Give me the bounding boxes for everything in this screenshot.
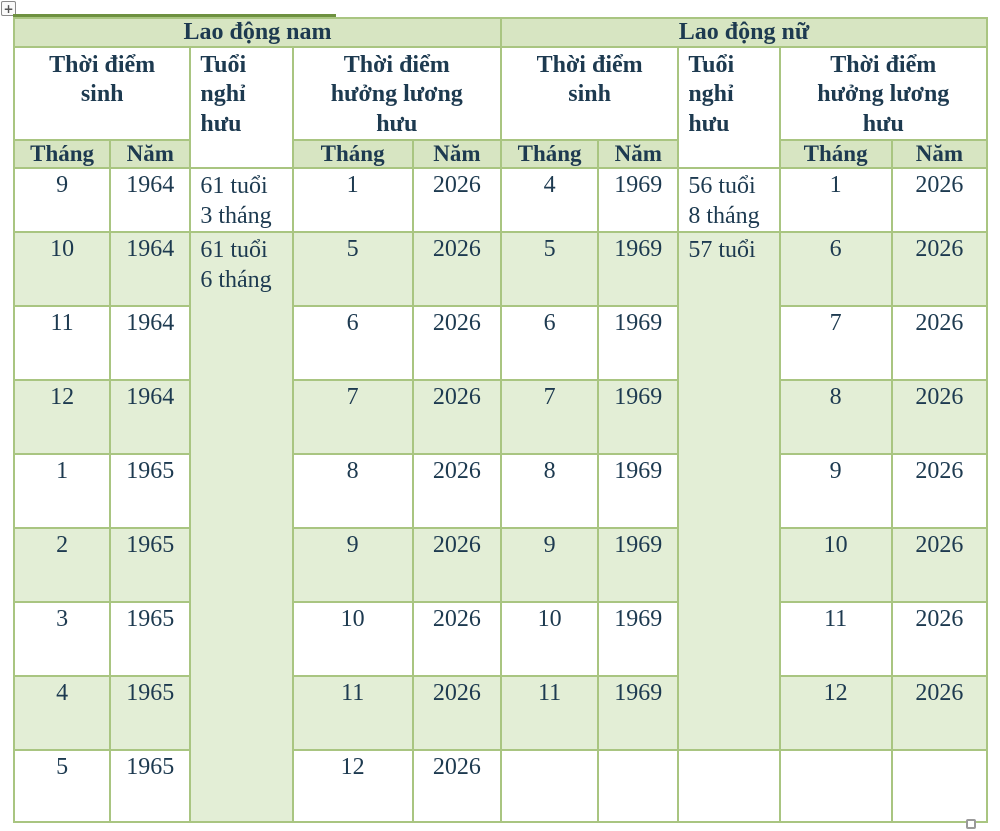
- pension-month-cell: 1: [291, 166, 414, 233]
- pension-month-cell: 6: [291, 304, 414, 381]
- retirement-age-cell: 61 tuổi 3 tháng: [189, 166, 294, 233]
- birth-year-cell: 1964: [109, 230, 192, 307]
- birth-year-cell: 1969: [597, 452, 680, 529]
- pension-year-cell: 2026: [890, 304, 989, 381]
- birth-month-cell: 12: [12, 378, 112, 455]
- pension-year-cell: 2026: [411, 304, 502, 381]
- birth-month-cell: 5: [499, 230, 600, 307]
- birth-month-cell: 9: [12, 166, 112, 233]
- birth-month-cell: 4: [499, 166, 600, 233]
- birth-month-cell: 6: [499, 304, 600, 381]
- birth-year-cell: 1965: [109, 748, 192, 823]
- header-birth-female: Thời điểm sinh: [499, 46, 680, 141]
- table-top-accent-bar: [13, 14, 336, 19]
- table-resize-handle[interactable]: [966, 819, 976, 829]
- birth-month-cell: 11: [499, 674, 600, 751]
- birth-month-cell: 10: [12, 230, 112, 307]
- pension-year-cell: 2026: [411, 600, 502, 677]
- pension-month-cell: 11: [291, 674, 414, 751]
- pension-month-cell: 11: [778, 600, 893, 677]
- table-move-handle-icon[interactable]: +: [1, 1, 16, 16]
- pension-year-cell: 2026: [890, 166, 989, 233]
- pension-month-cell: [778, 748, 893, 823]
- birth-year-cell: 1965: [109, 452, 192, 529]
- pension-year-cell: 2026: [411, 526, 502, 603]
- pension-year-cell: 2026: [411, 748, 502, 823]
- birth-month-cell: 10: [499, 600, 600, 677]
- pension-year-cell: 2026: [411, 452, 502, 529]
- birth-year-cell: 1969: [597, 230, 680, 307]
- birth-year-cell: 1969: [597, 674, 680, 751]
- pension-year-cell: 2026: [890, 378, 989, 455]
- birth-year-cell: 1965: [109, 600, 192, 677]
- retirement-age-cell-empty: [677, 748, 781, 823]
- birth-year-cell: [597, 748, 680, 823]
- subheader-year: Năm: [411, 138, 502, 169]
- retirement-age-merged-cell: 57 tuổi: [677, 230, 781, 751]
- header-retirement-age-male: Tuổi nghỉ hưu: [189, 46, 294, 169]
- birth-year-cell: 1964: [109, 304, 192, 381]
- birth-year-cell: 1964: [109, 166, 192, 233]
- pension-month-cell: 7: [778, 304, 893, 381]
- pension-month-cell: 1: [778, 166, 893, 233]
- birth-month-cell: 5: [12, 748, 112, 823]
- subheader-month: Tháng: [499, 138, 600, 169]
- section-title-male: Lao động nam: [13, 17, 502, 48]
- pension-month-cell: 9: [291, 526, 414, 603]
- retirement-age-cell: 56 tuổi 8 tháng: [677, 166, 781, 233]
- birth-year-cell: 1965: [109, 526, 192, 603]
- birth-month-cell: 7: [499, 378, 600, 455]
- pension-month-cell: 10: [291, 600, 414, 677]
- pension-month-cell: 9: [778, 452, 893, 529]
- pension-month-cell: 5: [291, 230, 414, 307]
- pension-month-cell: 8: [778, 378, 893, 455]
- pension-year-cell: 2026: [890, 600, 989, 677]
- subheader-month: Tháng: [291, 138, 414, 169]
- birth-month-cell: 8: [499, 452, 600, 529]
- pension-month-cell: 10: [778, 526, 893, 603]
- pension-month-cell: 8: [291, 452, 414, 529]
- pension-year-cell: 2026: [890, 230, 989, 307]
- subheader-year: Năm: [109, 138, 192, 169]
- birth-year-cell: 1969: [597, 166, 680, 233]
- section-title-female: Lao động nữ: [499, 17, 989, 48]
- header-pension-male: Thời điểm hưởng lương hưu: [291, 46, 502, 141]
- birth-year-cell: 1969: [597, 600, 680, 677]
- birth-year-cell: 1969: [597, 378, 680, 455]
- birth-month-cell: 4: [12, 674, 112, 751]
- pension-year-cell: 2026: [411, 166, 502, 233]
- pension-month-cell: 12: [291, 748, 414, 823]
- birth-month-cell: 1: [12, 452, 112, 529]
- birth-year-cell: 1965: [109, 674, 192, 751]
- birth-month-cell: 9: [499, 526, 600, 603]
- pension-month-cell: 7: [291, 378, 414, 455]
- pension-year-cell: 2026: [411, 378, 502, 455]
- birth-year-cell: 1969: [597, 304, 680, 381]
- subheader-year: Năm: [597, 138, 680, 169]
- pension-year-cell: 2026: [890, 674, 989, 751]
- pension-year-cell: 2026: [411, 230, 502, 307]
- header-birth-male: Thời điểm sinh: [12, 46, 192, 141]
- birth-month-cell: 2: [12, 526, 112, 603]
- retirement-age-merged-cell: 61 tuổi 6 tháng: [189, 230, 294, 823]
- birth-year-cell: 1964: [109, 378, 192, 455]
- birth-month-cell: 11: [12, 304, 112, 381]
- pension-year-cell: 2026: [411, 674, 502, 751]
- header-pension-female: Thời điểm hưởng lương hưu: [778, 46, 989, 141]
- header-retirement-age-female: Tuổi nghỉ hưu: [677, 46, 781, 169]
- subheader-year: Năm: [890, 138, 989, 169]
- pension-month-cell: 6: [778, 230, 893, 307]
- pension-year-cell: [890, 748, 989, 823]
- pension-year-cell: 2026: [890, 452, 989, 529]
- subheader-month: Tháng: [778, 138, 893, 169]
- pension-year-cell: 2026: [890, 526, 989, 603]
- subheader-month: Tháng: [12, 138, 112, 169]
- birth-year-cell: 1969: [597, 526, 680, 603]
- pension-month-cell: 12: [778, 674, 893, 751]
- birth-month-cell: [499, 748, 600, 823]
- retirement-age-table: Lao động nam Lao động nữ Thời điểm sinh …: [12, 17, 989, 823]
- birth-month-cell: 3: [12, 600, 112, 677]
